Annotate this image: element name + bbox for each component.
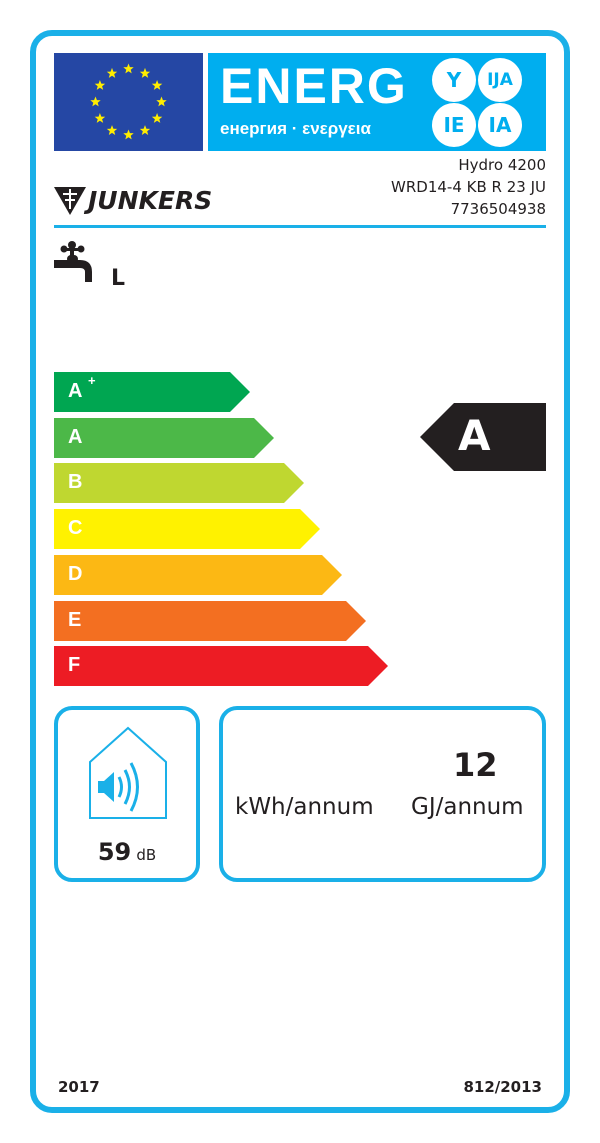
star-icon	[94, 80, 106, 90]
sound-house-icon	[89, 726, 167, 819]
energy-class-bar: E	[54, 600, 366, 641]
language-badge: Y	[432, 58, 476, 102]
gj-unit: GJ/annum	[411, 794, 524, 820]
divider	[54, 225, 546, 228]
eu-flag	[54, 53, 203, 151]
star-icon	[123, 129, 134, 140]
footer-regulation: 812/2013	[463, 1078, 542, 1096]
rating-arrow-shape	[420, 403, 546, 471]
noise-unit: dB	[136, 846, 157, 864]
energy-class-bar: C	[54, 509, 320, 550]
noise-value: 59	[97, 838, 132, 866]
language-badge: IA	[478, 103, 522, 147]
star-icon	[90, 96, 101, 107]
energy-class-plus: +	[88, 373, 96, 388]
brand-name: JUNKERS	[88, 185, 213, 215]
footer-year: 2017	[58, 1078, 100, 1096]
eu-stars-icon	[90, 63, 167, 140]
star-icon	[106, 67, 118, 78]
energy-class-bar: F	[54, 646, 388, 687]
junkers-logo-icon	[54, 187, 86, 215]
language-badge: IE	[432, 103, 476, 147]
star-icon	[106, 125, 118, 135]
star-icon	[151, 113, 163, 123]
water-tap-icon	[54, 241, 92, 282]
gj-value: 12	[453, 746, 498, 784]
energy-class-label: A	[68, 380, 83, 402]
star-icon	[123, 63, 134, 74]
star-icon	[156, 96, 167, 107]
energy-class-bar: B	[54, 463, 304, 504]
star-icon	[139, 125, 151, 135]
energy-class-label: A	[68, 425, 83, 448]
energy-class-bar: A	[54, 417, 274, 458]
energy-class-bar: D	[54, 554, 342, 595]
star-icon	[139, 67, 151, 78]
energy-class-label: E	[68, 608, 82, 631]
star-icon	[151, 80, 163, 90]
brand-logo: JUNKERS	[54, 185, 212, 215]
product-name: Hydro 4200	[458, 156, 546, 174]
energy-banner: ENERG енергия · ενεργεια Y IJA IE IA	[208, 53, 546, 151]
load-profile: L	[111, 266, 126, 291]
energy-class-label: F	[68, 654, 81, 677]
product-code: 7736504938	[450, 200, 546, 218]
energy-class-label: D	[68, 562, 83, 585]
product-model: WRD14-4 KB R 23 JU	[391, 178, 546, 196]
energy-subtitle: енергия · ενεργεια	[220, 119, 371, 138]
noise-box: 59 dB	[54, 706, 200, 882]
consumption-box: 12 kWh/annum GJ/annum	[219, 706, 546, 882]
language-badge: IJA	[478, 58, 522, 102]
kwh-unit: kWh/annum	[235, 794, 374, 820]
energy-word: ENERG	[220, 58, 408, 114]
rating-class: A	[458, 411, 491, 460]
star-icon	[94, 113, 106, 123]
energy-class-bar: A +	[54, 372, 250, 412]
energy-class-label: B	[68, 471, 83, 494]
label-frame	[30, 30, 570, 1113]
energy-class-label: C	[68, 517, 83, 540]
